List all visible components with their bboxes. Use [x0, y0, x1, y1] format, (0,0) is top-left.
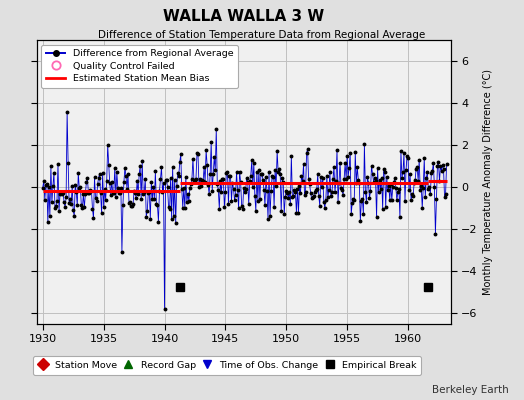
Text: Berkeley Earth: Berkeley Earth [432, 385, 508, 395]
Text: Difference of Station Temperature Data from Regional Average: Difference of Station Temperature Data f… [99, 30, 425, 40]
Legend: Station Move, Record Gap, Time of Obs. Change, Empirical Break: Station Move, Record Gap, Time of Obs. C… [33, 356, 421, 375]
Y-axis label: Monthly Temperature Anomaly Difference (°C): Monthly Temperature Anomaly Difference (… [483, 69, 493, 295]
Title: WALLA WALLA 3 W: WALLA WALLA 3 W [163, 8, 324, 24]
